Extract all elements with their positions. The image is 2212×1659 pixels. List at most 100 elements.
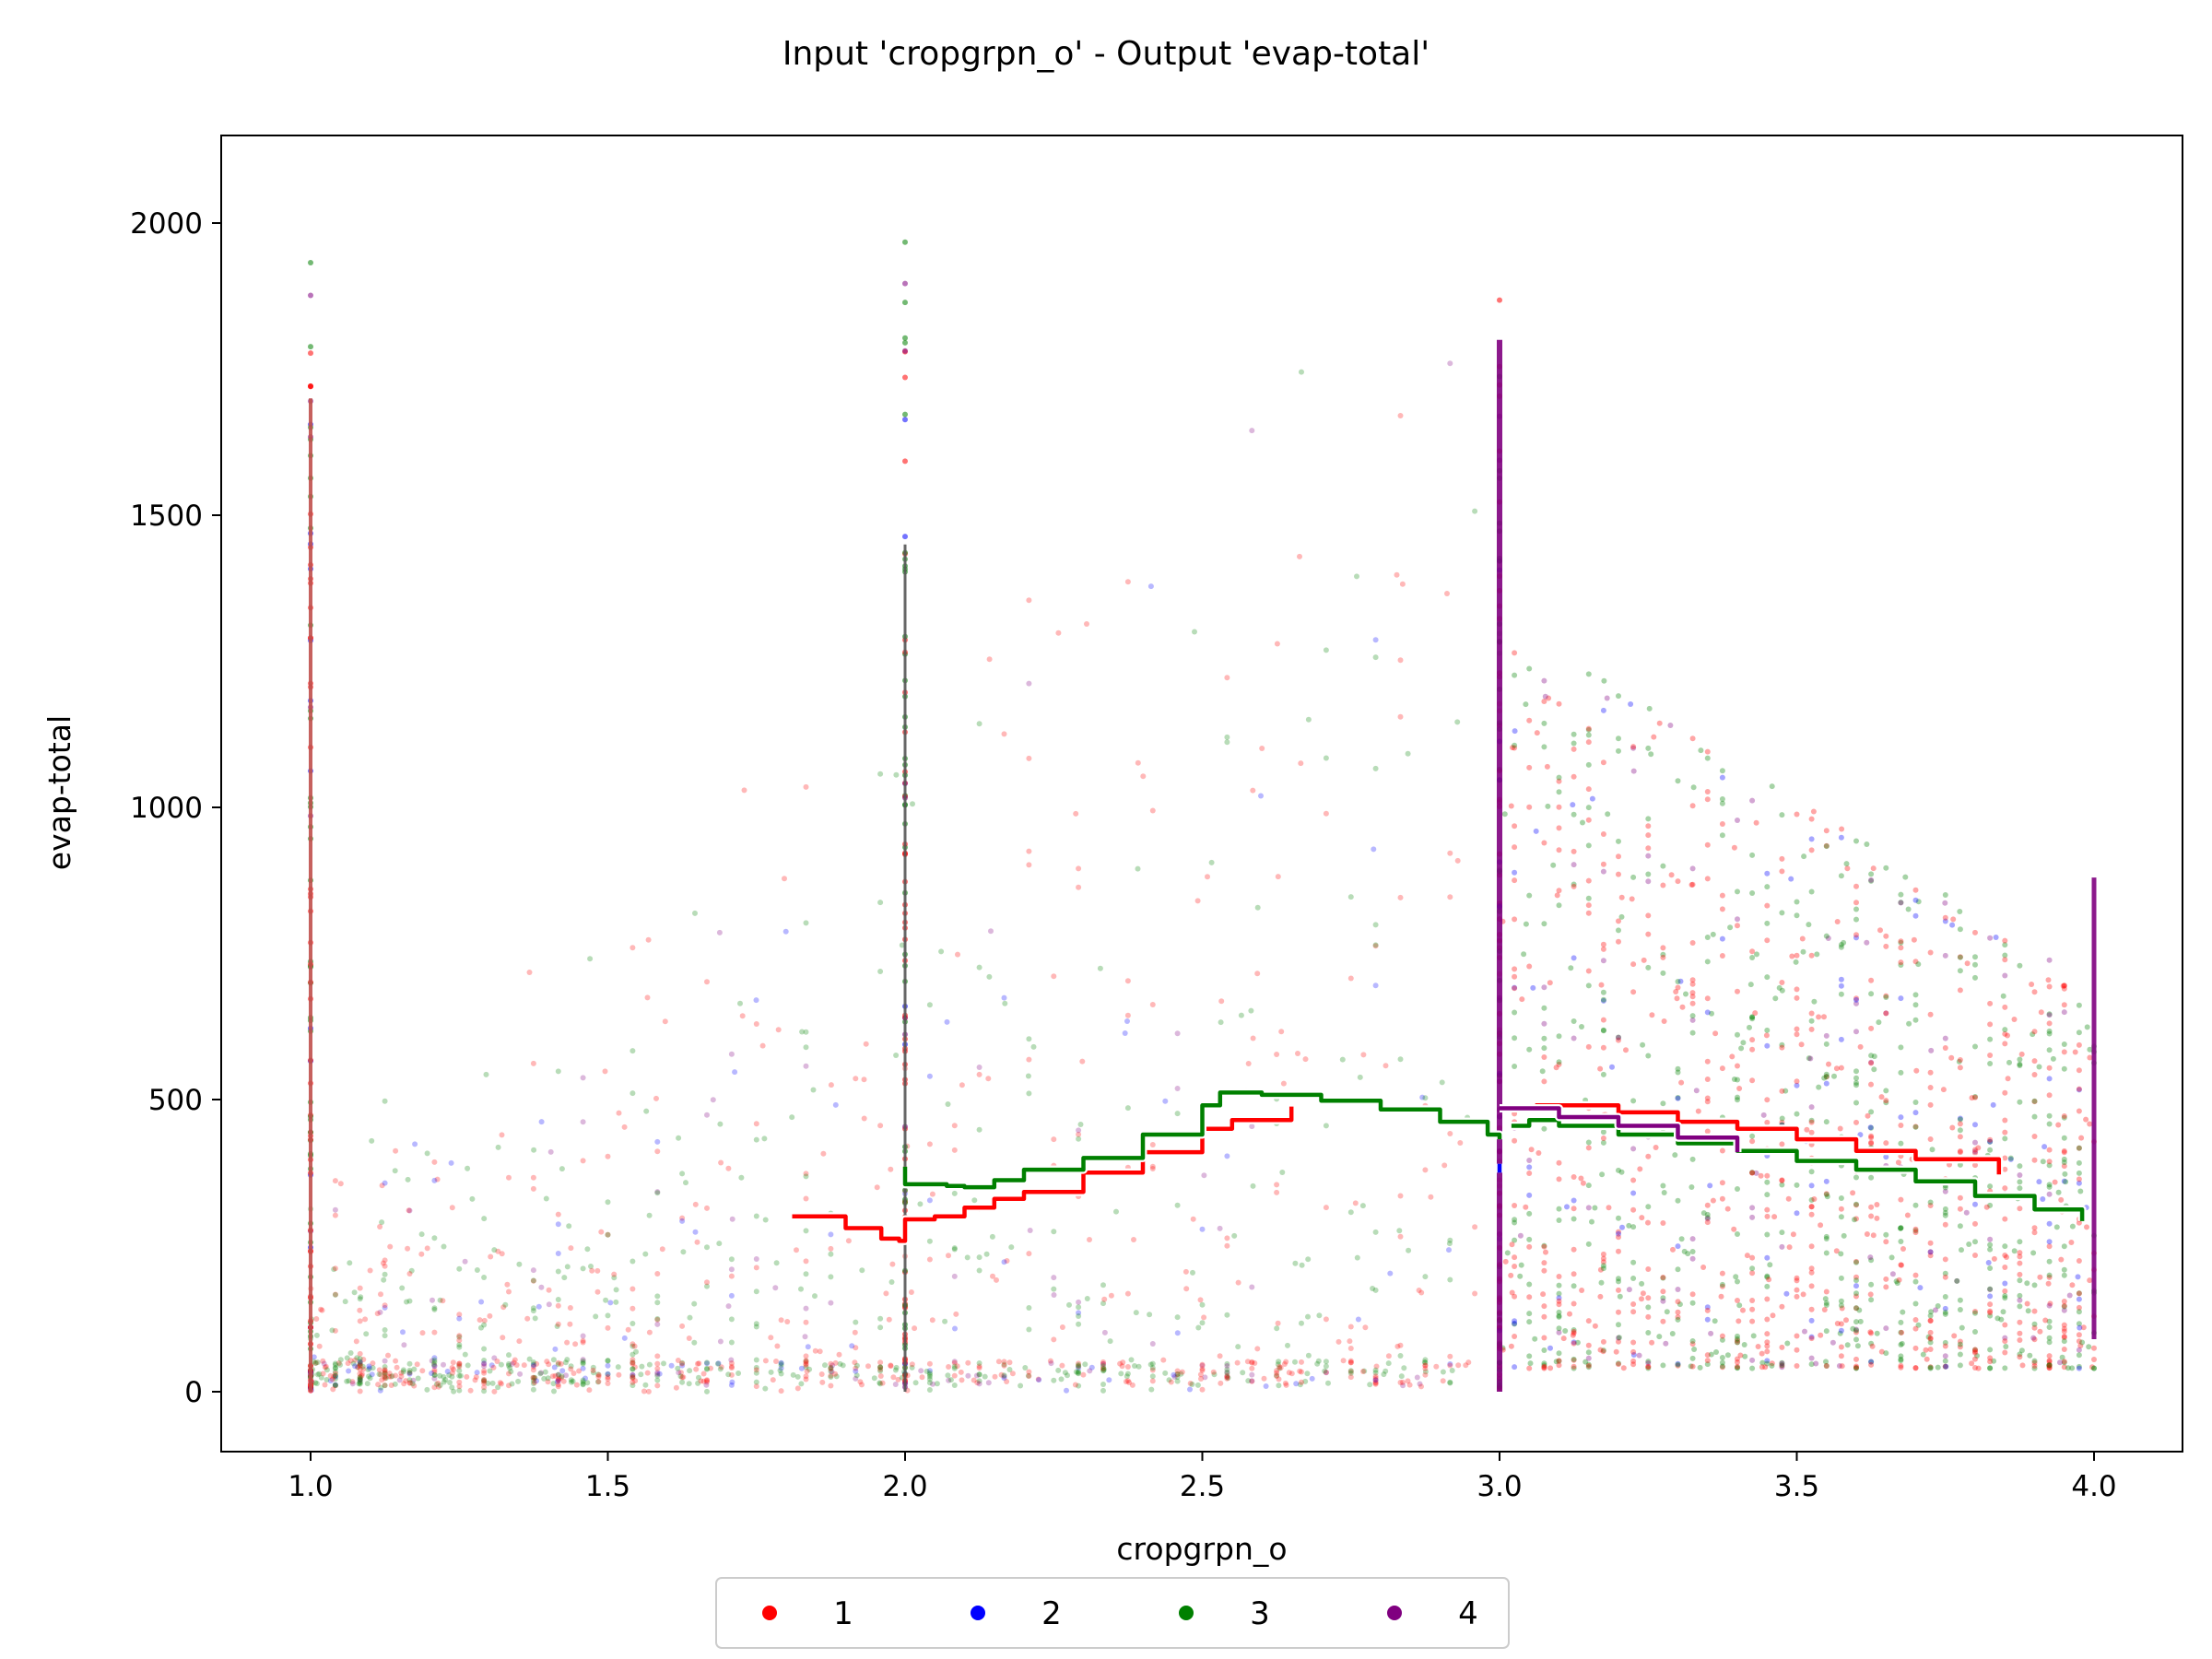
scatter-point — [382, 1371, 388, 1377]
scatter-point — [590, 1367, 596, 1373]
scatter-point — [1719, 1355, 1725, 1360]
scatter-point — [629, 1375, 636, 1382]
scatter-point — [729, 1216, 735, 1222]
scatter-point — [2076, 1296, 2082, 1302]
scatter-point — [526, 970, 533, 975]
scatter-point — [1149, 807, 1156, 814]
scatter-point — [440, 1298, 446, 1304]
scatter-point — [1619, 1224, 1625, 1230]
scatter-point — [580, 1337, 586, 1344]
scatter-point — [951, 1382, 958, 1388]
scatter-point — [357, 1377, 363, 1383]
scatter-point — [951, 1359, 958, 1366]
scatter-point — [1656, 720, 1663, 726]
scatter-point — [1853, 1277, 1859, 1284]
scatter-point — [611, 1275, 618, 1281]
scatter-point — [2046, 1112, 2053, 1119]
scatter-point — [1735, 1031, 1740, 1038]
scatter-point — [1927, 1253, 1934, 1259]
scatter-point — [1066, 1301, 1072, 1308]
trend-lines-layer — [792, 1088, 2087, 1245]
scatter-point — [1600, 1139, 1606, 1146]
scatter-point — [388, 1373, 394, 1380]
scatter-point — [986, 656, 993, 663]
scatter-point — [1779, 1362, 1785, 1369]
scatter-point — [500, 1304, 507, 1311]
scatter-point — [1764, 1296, 1771, 1302]
scatter-point — [654, 1138, 661, 1145]
scatter-point — [1585, 877, 1592, 884]
scatter-point — [1808, 847, 1815, 853]
scatter-point — [1794, 811, 1800, 818]
scatter-point — [1764, 1097, 1771, 1103]
scatter-point — [580, 1381, 586, 1387]
scatter-point — [1948, 1054, 1955, 1061]
scatter-point — [1585, 1182, 1592, 1189]
scatter-point — [1541, 1313, 1547, 1320]
scatter-point — [1912, 1272, 1919, 1278]
scatter-point — [1942, 1305, 1948, 1312]
scatter-point — [347, 1260, 353, 1266]
scatter-point — [718, 1159, 724, 1166]
scatter-point — [1541, 1363, 1547, 1370]
scatter-point — [1288, 1371, 1295, 1377]
scatter-point — [1816, 1014, 1822, 1020]
scatter-point — [1189, 1382, 1195, 1387]
scatter-point — [1942, 1209, 1948, 1216]
scatter-point — [1616, 1167, 1621, 1173]
scatter-point — [1788, 876, 1794, 882]
scatter-point — [1299, 1359, 1304, 1365]
scatter-point — [654, 1370, 661, 1376]
scatter-point — [1747, 982, 1754, 988]
scatter-point — [2017, 1239, 2023, 1245]
scatter-point — [1630, 745, 1637, 751]
scatter-point — [1444, 591, 1450, 596]
scatter-point — [1512, 1293, 1518, 1300]
scatter-point — [1874, 1202, 1880, 1207]
scatter-point — [568, 1245, 574, 1252]
scatter-point — [2002, 972, 2008, 979]
scatter-point — [877, 1380, 883, 1386]
scatter-point — [530, 1174, 536, 1181]
scatter-point — [1630, 1361, 1637, 1368]
scatter-point — [2002, 1041, 2008, 1047]
legend-label-4: 4 — [1458, 1595, 1478, 1632]
scatter-point — [1585, 786, 1592, 793]
scatter-point — [1709, 1010, 1714, 1017]
scatter-point — [1323, 1316, 1329, 1323]
scatter-point — [945, 1372, 951, 1379]
scatter-point — [946, 1253, 951, 1259]
scatter-point — [1149, 1378, 1156, 1384]
scatter-point — [946, 1377, 952, 1383]
scatter-point — [364, 1381, 371, 1387]
legend-label-2: 2 — [1041, 1595, 1062, 1632]
scatter-point — [1630, 1177, 1637, 1183]
scatter-point — [1579, 1288, 1585, 1293]
scatter-point — [491, 1388, 498, 1394]
scatter-point — [1556, 774, 1562, 781]
scatter-point — [926, 1376, 933, 1382]
scatter-point — [1630, 989, 1637, 995]
scatter-point — [1026, 1373, 1032, 1379]
scatter-point — [710, 1097, 716, 1103]
scatter-point — [1771, 1214, 1778, 1220]
scatter-point — [1700, 1265, 1707, 1270]
scatter-point — [564, 1339, 571, 1346]
scatter-point — [1987, 1365, 1994, 1371]
scatter-point — [352, 1363, 359, 1370]
scatter-point — [1838, 1344, 1844, 1350]
scatter-point — [1900, 1309, 1906, 1315]
scatter-point — [429, 1371, 435, 1376]
scatter-point — [2031, 1308, 2038, 1314]
scatter-point — [1224, 1366, 1230, 1372]
scatter-point — [1249, 1378, 1255, 1384]
scatter-point — [1660, 951, 1666, 958]
scatter-point — [654, 1371, 661, 1377]
scatter-point — [929, 1191, 935, 1197]
scatter-point — [639, 1363, 645, 1370]
scatter-point — [1001, 731, 1007, 737]
scatter-point — [1779, 855, 1785, 862]
scatter-point — [1601, 677, 1607, 684]
scatter-point — [1512, 1320, 1518, 1326]
scatter-point — [1472, 508, 1478, 514]
